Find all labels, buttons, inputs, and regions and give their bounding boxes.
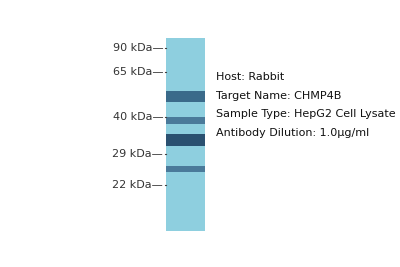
Bar xyxy=(166,116,205,124)
Bar xyxy=(166,134,205,146)
Text: 40 kDa—: 40 kDa— xyxy=(112,112,163,122)
Text: 22 kDa—: 22 kDa— xyxy=(112,180,163,190)
Bar xyxy=(166,91,205,103)
Bar xyxy=(166,166,205,172)
Text: 29 kDa—: 29 kDa— xyxy=(112,149,163,159)
Text: 90 kDa—: 90 kDa— xyxy=(112,44,163,53)
Bar xyxy=(166,38,205,231)
Text: Target Name: CHMP4B: Target Name: CHMP4B xyxy=(216,91,341,101)
Text: 65 kDa—: 65 kDa— xyxy=(113,67,163,77)
Text: Antibody Dilution: 1.0µg/ml: Antibody Dilution: 1.0µg/ml xyxy=(216,128,369,138)
Text: Sample Type: HepG2 Cell Lysate: Sample Type: HepG2 Cell Lysate xyxy=(216,109,396,119)
Text: Host: Rabbit: Host: Rabbit xyxy=(216,72,284,82)
